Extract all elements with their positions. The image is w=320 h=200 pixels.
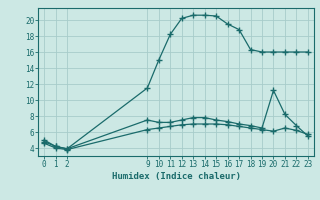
X-axis label: Humidex (Indice chaleur): Humidex (Indice chaleur)	[111, 172, 241, 181]
